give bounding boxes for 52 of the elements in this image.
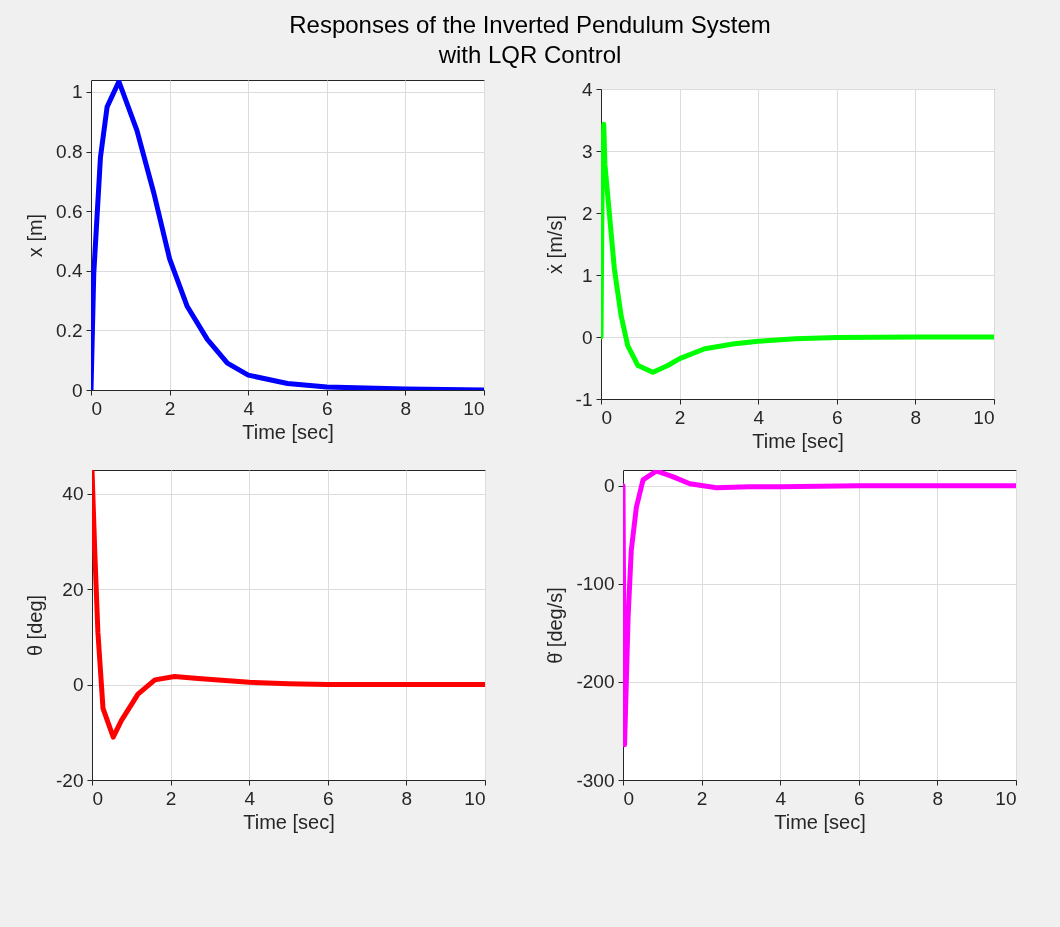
y-tick-label: 0 <box>72 674 84 696</box>
x-tick-label: 10 <box>464 787 486 809</box>
y-tick-label: 3 <box>581 140 593 162</box>
x-tick-label: 2 <box>165 787 177 809</box>
y-tick-label: 0.8 <box>56 141 83 163</box>
x-axis-title: Time [sec] <box>752 429 844 452</box>
y-tick-label: 0.2 <box>56 319 83 341</box>
y-axis-title: θ [deg] <box>24 594 47 657</box>
x-tick-label: 10 <box>463 397 485 419</box>
x-tick-label: 4 <box>243 397 255 419</box>
x-tick-label: 10 <box>995 787 1017 809</box>
x-tick-label: 4 <box>753 406 765 428</box>
y-tick-label: 1 <box>581 264 593 286</box>
x-tick-label: 8 <box>932 787 944 809</box>
x-tick-label: 6 <box>322 397 333 419</box>
y-tick-label: 0 <box>581 326 593 348</box>
x-tick-label: 8 <box>910 406 922 428</box>
y-axis-title: θ̇ [deg/s] <box>544 587 567 664</box>
y-axis-title: x [m] <box>24 213 47 258</box>
y-tick-label: -20 <box>56 769 84 791</box>
y-tick-label: 20 <box>62 578 84 600</box>
x-tick-label: 2 <box>696 787 708 809</box>
x-tick-label: 6 <box>854 787 865 809</box>
y-tick-label: 4 <box>581 78 593 100</box>
x-tick-label: 2 <box>164 397 176 419</box>
x-tick-label: 8 <box>400 397 412 419</box>
y-tick-label: 0 <box>71 379 83 401</box>
x-tick-label: 10 <box>973 406 995 428</box>
x-axis-title: Time [sec] <box>242 420 334 443</box>
y-tick-label: 40 <box>62 483 84 505</box>
y-tick-label: -200 <box>576 671 615 693</box>
x-tick-label: 0 <box>623 787 635 809</box>
y-tick-label: 1 <box>71 81 83 103</box>
x-axis-title: Time [sec] <box>774 810 866 833</box>
x-tick-label: 4 <box>244 787 256 809</box>
x-tick-label: 4 <box>775 787 787 809</box>
x-tick-label: 0 <box>92 787 104 809</box>
x-tick-label: 0 <box>91 397 103 419</box>
y-tick-label: -300 <box>576 769 615 791</box>
x-tick-label: 6 <box>323 787 334 809</box>
y-tick-label: 0.6 <box>56 200 83 222</box>
y-tick-label: -1 <box>575 388 593 410</box>
y-tick-label: 0.4 <box>56 260 83 282</box>
y-tick-label: -100 <box>576 573 615 595</box>
x-axis-title: Time [sec] <box>243 810 335 833</box>
x-tick-label: 2 <box>674 406 686 428</box>
x-tick-label: 6 <box>832 406 843 428</box>
y-tick-label: 0 <box>603 475 615 497</box>
x-tick-label: 8 <box>401 787 413 809</box>
chart-title: Responses of the Inverted Pendulum System with LQR Control <box>288 10 772 70</box>
y-tick-label: 2 <box>581 202 593 224</box>
y-axis-title: ẋ [m/s] <box>543 215 566 274</box>
